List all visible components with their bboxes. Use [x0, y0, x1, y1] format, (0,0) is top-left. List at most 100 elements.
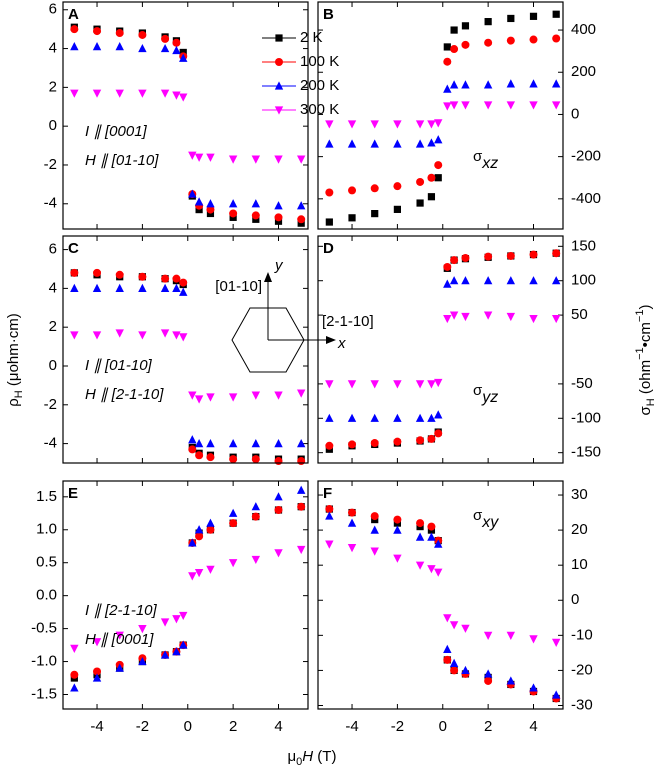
- y-tick-label: -150: [571, 444, 601, 461]
- marker: [229, 455, 238, 464]
- marker: [450, 666, 459, 675]
- annotation: H ∥ [0001]: [85, 631, 154, 648]
- marker: [275, 34, 283, 42]
- marker: [427, 434, 436, 443]
- marker: [529, 250, 538, 259]
- marker: [160, 283, 170, 292]
- marker: [529, 35, 538, 44]
- marker: [434, 568, 443, 577]
- marker: [347, 413, 357, 422]
- marker: [206, 565, 215, 574]
- marker: [138, 272, 147, 281]
- y-tick-label: -0.5: [31, 620, 57, 637]
- y2-label-end: ): [637, 305, 654, 310]
- marker: [393, 554, 402, 563]
- marker: [427, 193, 436, 201]
- marker: [160, 89, 170, 98]
- marker: [115, 42, 124, 51]
- marker: [443, 43, 451, 51]
- plot-frame: [317, 235, 564, 464]
- component-sub: xz: [481, 155, 498, 172]
- marker: [427, 522, 436, 531]
- y-tick-label: -4: [44, 435, 57, 452]
- component-symbol: σ: [473, 382, 483, 399]
- plot-frame: [317, 480, 564, 710]
- marker: [506, 312, 516, 322]
- y-tick-label: -50: [571, 375, 593, 392]
- marker: [206, 453, 215, 462]
- marker: [449, 621, 459, 630]
- marker: [461, 624, 470, 633]
- marker: [179, 53, 188, 62]
- marker: [507, 14, 515, 23]
- marker: [206, 438, 215, 448]
- marker: [415, 139, 425, 148]
- marker: [188, 445, 197, 454]
- x-tick-label: 4: [529, 718, 537, 735]
- legend-label: 300 K: [300, 101, 339, 118]
- marker: [443, 655, 452, 664]
- marker: [506, 101, 516, 110]
- marker: [506, 676, 516, 685]
- marker: [552, 10, 560, 18]
- marker: [274, 505, 283, 514]
- marker: [297, 457, 306, 466]
- plot-frame: [317, 1, 564, 230]
- panel-label: C: [68, 240, 79, 257]
- marker: [70, 283, 79, 292]
- marker: [529, 79, 538, 88]
- marker: [274, 391, 283, 400]
- marker: [484, 18, 492, 26]
- marker: [70, 89, 79, 98]
- marker: [443, 262, 452, 271]
- y-tick-label: 4: [49, 279, 57, 296]
- marker: [160, 329, 170, 338]
- marker: [506, 276, 516, 285]
- marker: [274, 201, 283, 210]
- marker: [296, 485, 306, 494]
- marker: [160, 618, 170, 627]
- marker: [434, 429, 443, 438]
- marker: [194, 568, 204, 578]
- marker: [427, 120, 436, 129]
- marker: [179, 278, 188, 287]
- marker: [325, 139, 334, 148]
- marker: [179, 287, 188, 296]
- marker: [434, 119, 443, 128]
- marker: [297, 502, 306, 511]
- marker: [348, 186, 357, 195]
- y-tick-label: -2: [44, 396, 57, 413]
- marker: [228, 199, 238, 208]
- annotation: I ∥ [01-10]: [85, 357, 153, 374]
- marker: [228, 438, 238, 448]
- marker: [115, 329, 124, 338]
- marker: [188, 391, 197, 400]
- marker: [483, 669, 493, 678]
- marker: [506, 251, 515, 260]
- marker: [393, 525, 402, 534]
- marker: [228, 559, 238, 568]
- marker: [529, 635, 538, 644]
- marker: [325, 505, 334, 514]
- x-tick-label: 2: [484, 718, 492, 735]
- marker: [370, 512, 379, 521]
- marker: [325, 511, 334, 520]
- y-tick-label: -100: [571, 409, 601, 426]
- marker: [483, 80, 493, 89]
- x-tick-label: -4: [345, 718, 358, 735]
- marker: [427, 532, 436, 541]
- marker: [325, 120, 334, 129]
- marker: [206, 393, 215, 402]
- marker: [348, 214, 356, 222]
- marker: [461, 665, 470, 675]
- marker: [325, 441, 334, 450]
- marker: [347, 120, 357, 129]
- marker: [70, 683, 79, 692]
- inset-x-label: x: [337, 335, 346, 352]
- y-tick-label: 1.5: [36, 488, 57, 505]
- legend-label: 2 K: [300, 29, 323, 46]
- marker: [484, 38, 493, 47]
- marker: [188, 189, 197, 198]
- y-label-unit: (μohm·cm): [5, 313, 22, 390]
